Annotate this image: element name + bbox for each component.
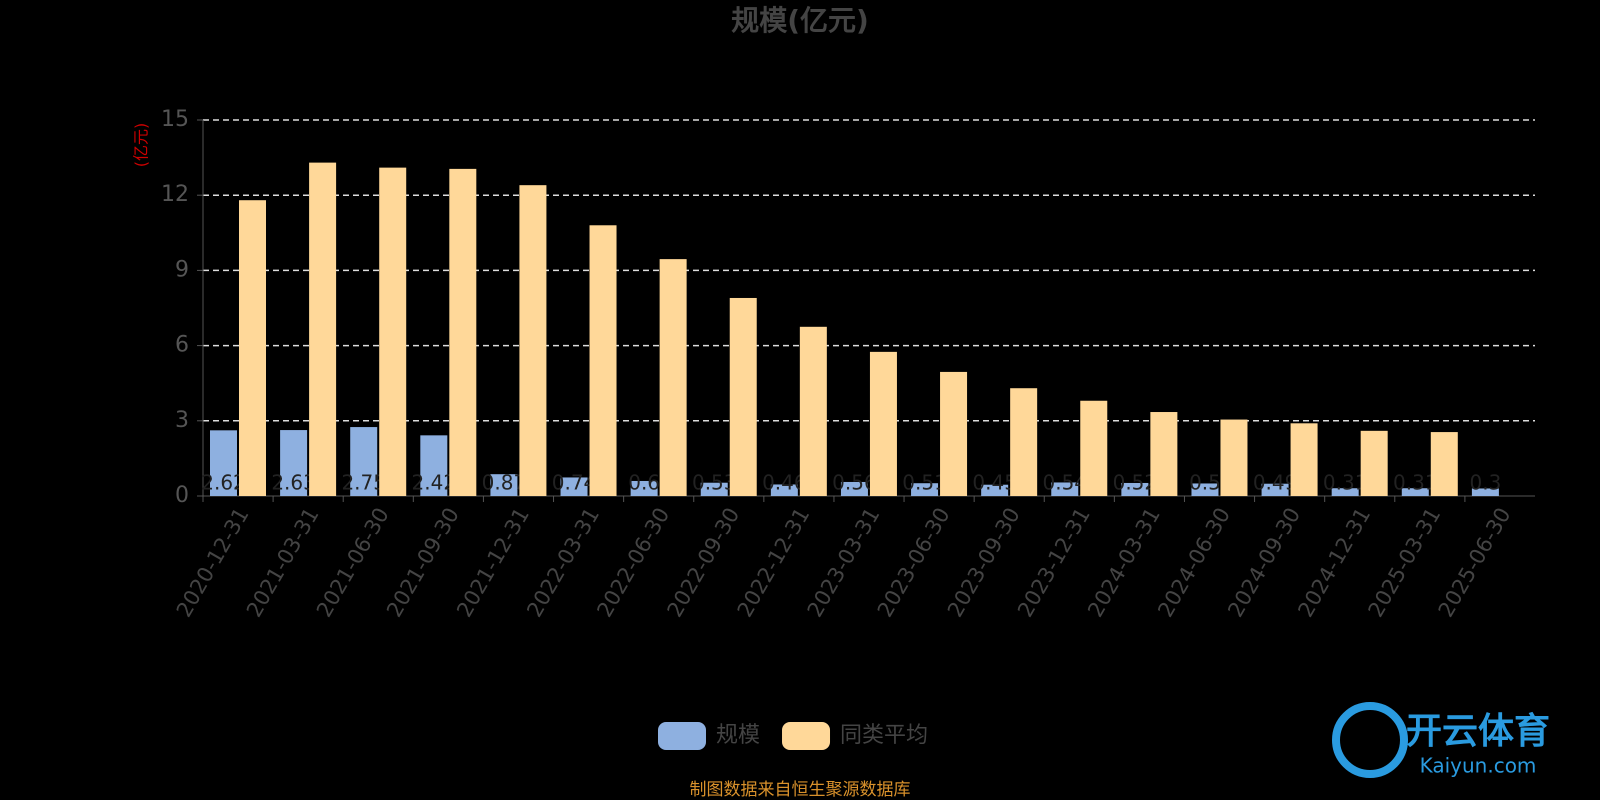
- y-axis-label: (亿元): [132, 123, 151, 168]
- data-label: 0.51: [902, 471, 947, 495]
- x-tick-label: 2021-09-30: [382, 504, 464, 622]
- x-tick-label: 2024-12-31: [1293, 504, 1375, 622]
- x-tick-label: 2021-12-31: [452, 504, 534, 622]
- data-label: 0.3: [1469, 471, 1501, 495]
- watermark: Kaiyun.com: [1420, 754, 1537, 778]
- bar: [589, 225, 617, 496]
- data-label: 0.74: [552, 471, 597, 495]
- bar: [799, 326, 827, 496]
- bar: [630, 480, 658, 496]
- y-tick-label: 3: [175, 408, 189, 433]
- data-label: 0.56: [832, 471, 877, 495]
- x-tick-label: 2023-06-30: [873, 503, 955, 621]
- bar: [1401, 488, 1429, 496]
- bar: [869, 351, 897, 496]
- x-tick-label: 2022-09-30: [663, 504, 745, 622]
- data-label: 0.52: [1113, 471, 1158, 495]
- bar: [1150, 412, 1178, 496]
- bar: [700, 482, 728, 496]
- data-label: 0.54: [1042, 471, 1087, 495]
- bar: [1191, 483, 1219, 496]
- y-tick-label: 9: [175, 257, 189, 282]
- bar: [1080, 400, 1108, 496]
- data-label: 2.63: [271, 471, 316, 495]
- bar: [981, 484, 1009, 496]
- bar: [1010, 388, 1038, 496]
- x-tick-label: 2020-12-31: [172, 504, 254, 622]
- bar: [519, 185, 547, 496]
- data-label: 0.49: [1253, 471, 1298, 495]
- x-tick-label: 2025-03-31: [1364, 504, 1446, 622]
- x-tick-label: 2021-06-30: [312, 504, 394, 622]
- data-label: 2.75: [341, 471, 386, 495]
- bar: [1360, 430, 1388, 496]
- x-tick-label: 2024-06-30: [1153, 504, 1235, 622]
- x-tick-label: 2023-09-30: [943, 503, 1025, 621]
- bar: [770, 484, 798, 496]
- data-label: 0.45: [972, 471, 1017, 495]
- bar: [239, 200, 266, 497]
- x-tick-label: 2023-12-31: [1013, 504, 1095, 622]
- x-tick-label: 2024-03-31: [1083, 504, 1165, 622]
- legend-swatch: [782, 722, 831, 750]
- x-tick-label: 2023-03-31: [803, 504, 885, 622]
- data-label: 2.42: [412, 471, 457, 495]
- bar: [911, 483, 939, 496]
- bar: [1290, 423, 1318, 496]
- bar: [309, 162, 337, 496]
- x-tick-label: 2022-03-31: [522, 504, 604, 622]
- legend-swatch: [658, 722, 706, 750]
- bar: [1430, 432, 1458, 496]
- data-label: 0.31: [1393, 471, 1438, 495]
- bar: [449, 168, 477, 496]
- bar: [210, 430, 237, 496]
- data-label: 2.62: [201, 471, 246, 495]
- bar: [1471, 488, 1499, 496]
- data-label: 0.87: [482, 471, 527, 495]
- watermark: 开云体育: [1406, 711, 1550, 752]
- bar: [379, 167, 407, 497]
- legend-label: 规模: [716, 723, 760, 748]
- source-note: 制图数据来自恒生聚源数据库: [690, 780, 911, 800]
- data-label: 0.5: [1189, 471, 1221, 495]
- bar: [1331, 488, 1359, 496]
- bar: [940, 371, 968, 496]
- bar: [420, 435, 448, 496]
- bar: [560, 477, 588, 496]
- y-tick-label: 0: [175, 483, 189, 508]
- data-label: 0.6: [628, 471, 660, 495]
- bar: [1051, 482, 1079, 496]
- x-tick-label: 2025-06-30: [1434, 504, 1516, 622]
- legend-label: 同类平均: [840, 723, 928, 748]
- bar: [1220, 419, 1248, 496]
- chart-title: 规模(亿元): [731, 4, 869, 37]
- y-tick-label: 15: [161, 107, 189, 132]
- x-tick-label: 2022-12-31: [733, 504, 815, 622]
- y-tick-label: 6: [175, 333, 189, 358]
- data-label: 0.31: [1323, 471, 1368, 495]
- x-tick-label: 2024-09-30: [1223, 504, 1305, 622]
- y-tick-label: 12: [161, 182, 189, 207]
- bar: [280, 430, 308, 496]
- data-label: 0.53: [692, 471, 737, 495]
- watermark-logo: [1332, 702, 1408, 778]
- bar: [490, 474, 518, 496]
- x-tick-label: 2021-03-31: [242, 504, 324, 622]
- data-label: 0.46: [762, 471, 807, 495]
- bar: [840, 481, 868, 496]
- bar: [350, 427, 378, 496]
- x-tick-label: 2022-06-30: [592, 504, 674, 622]
- bar: [729, 297, 757, 496]
- bar: [1261, 483, 1289, 496]
- bar: [659, 259, 687, 496]
- bar: [1121, 482, 1149, 496]
